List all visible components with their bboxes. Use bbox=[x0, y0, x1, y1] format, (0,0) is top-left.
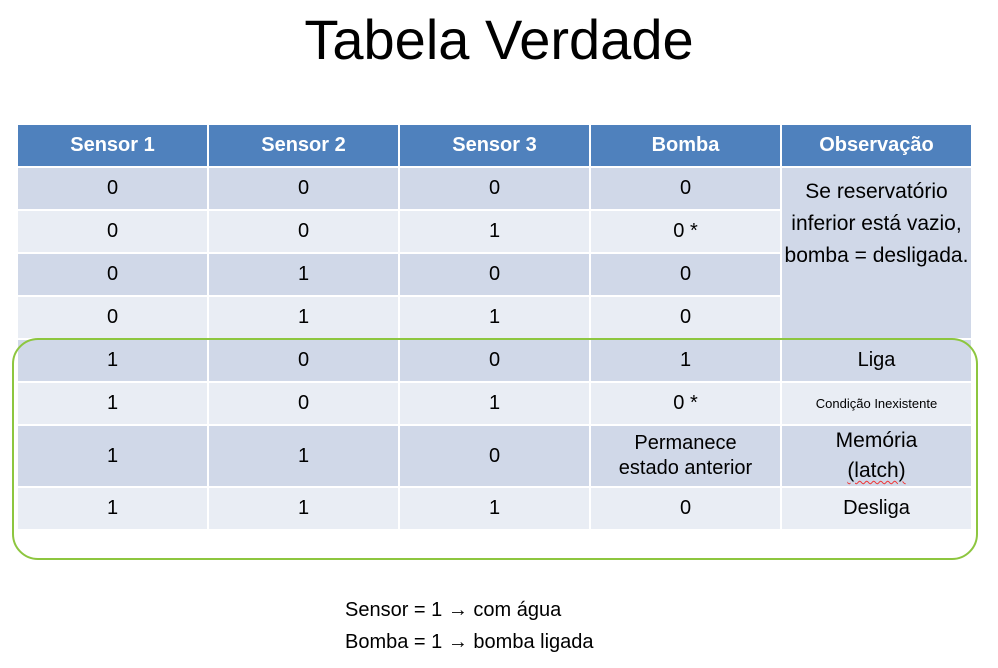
table-row: 0 0 1 0 * bbox=[18, 211, 971, 252]
arrow-right-icon: → bbox=[447, 599, 468, 621]
cell-bomba: 0 bbox=[591, 254, 780, 295]
cell-bomba: 0 * bbox=[591, 211, 780, 252]
header-sensor-1: Sensor 1 bbox=[18, 125, 207, 166]
legend-line-bomba: Bomba = 1 → bomba ligada bbox=[345, 626, 594, 658]
table-row: 0 1 0 0 bbox=[18, 254, 971, 295]
header-bomba: Bomba bbox=[591, 125, 780, 166]
cell-sensor-2: 1 bbox=[209, 488, 398, 529]
legend-sensor-label: Sensor = 1 bbox=[345, 599, 443, 621]
legend-bomba-meaning: bomba ligada bbox=[473, 631, 594, 653]
cell-sensor-1: 1 bbox=[18, 426, 207, 486]
cell-sensor-1: 0 bbox=[18, 297, 207, 338]
legend-bomba-label: Bomba = 1 bbox=[345, 631, 443, 653]
cell-bomba: 0 * bbox=[591, 383, 780, 424]
obs-line-2: (latch) bbox=[782, 456, 971, 486]
cell-bomba: Permanece estado anterior bbox=[591, 426, 780, 486]
header-observacao: Observação bbox=[782, 125, 971, 166]
cell-sensor-2: 0 bbox=[209, 211, 398, 252]
cell-sensor-3: 1 bbox=[400, 297, 589, 338]
legend: Sensor = 1 → com água Bomba = 1 → bomba … bbox=[345, 594, 594, 658]
page-title: Tabela Verdade bbox=[304, 8, 694, 71]
cell-sensor-1: 0 bbox=[18, 254, 207, 295]
table-row: 1 1 1 0 Desliga bbox=[18, 488, 971, 529]
cell-bomba: 1 bbox=[591, 340, 780, 381]
legend-line-sensor: Sensor = 1 → com água bbox=[345, 594, 594, 626]
table-row: 1 0 0 1 Liga bbox=[18, 340, 971, 381]
cell-sensor-3: 0 bbox=[400, 168, 589, 209]
header-sensor-3: Sensor 3 bbox=[400, 125, 589, 166]
table-header-row: Sensor 1 Sensor 2 Sensor 3 Bomba Observa… bbox=[18, 125, 971, 166]
cell-sensor-3: 1 bbox=[400, 383, 589, 424]
table-row: 0 1 1 0 bbox=[18, 297, 971, 338]
spellcheck-word: (latch) bbox=[847, 459, 906, 482]
cell-sensor-1: 1 bbox=[18, 488, 207, 529]
table-row: 0 0 0 0 Se reservatório inferior está va… bbox=[18, 168, 971, 338]
cell-sensor-3: 1 bbox=[400, 211, 589, 252]
bomba-line-1: Permanece bbox=[634, 432, 737, 454]
cell-observacao: Memória (latch) bbox=[782, 426, 971, 486]
cell-sensor-1: 0 bbox=[18, 168, 207, 209]
cell-sensor-2: 0 bbox=[209, 168, 398, 209]
cell-observacao-merged: Se reservatório inferior está vazio, bom… bbox=[782, 168, 971, 338]
cell-observacao: Desliga bbox=[782, 488, 971, 529]
cell-sensor-1: 1 bbox=[18, 383, 207, 424]
cell-sensor-2: 1 bbox=[209, 297, 398, 338]
cell-sensor-1: 0 bbox=[18, 211, 207, 252]
obs-line-1: Memória bbox=[835, 429, 918, 452]
cell-sensor-3: 0 bbox=[400, 340, 589, 381]
bomba-line-2: estado anterior bbox=[618, 457, 753, 479]
cell-sensor-2: 0 bbox=[209, 340, 398, 381]
cell-sensor-2: 1 bbox=[209, 254, 398, 295]
table-row: 1 0 1 0 * Condição Inexistente bbox=[18, 383, 971, 424]
table-row: 1 1 0 Permanece estado anterior Memória … bbox=[18, 426, 971, 486]
truth-table: Sensor 1 Sensor 2 Sensor 3 Bomba Observa… bbox=[16, 123, 973, 531]
legend-sensor-meaning: com água bbox=[473, 599, 562, 621]
header-sensor-2: Sensor 2 bbox=[209, 125, 398, 166]
cell-bomba: 0 bbox=[591, 168, 780, 209]
cell-sensor-2: 1 bbox=[209, 426, 398, 486]
cell-observacao: Liga bbox=[782, 340, 971, 381]
cell-sensor-3: 0 bbox=[400, 426, 589, 486]
arrow-right-icon: → bbox=[447, 631, 468, 653]
cell-observacao: Condição Inexistente bbox=[782, 383, 971, 424]
cell-sensor-1: 1 bbox=[18, 340, 207, 381]
cell-bomba: 0 bbox=[591, 488, 780, 529]
cell-sensor-3: 1 bbox=[400, 488, 589, 529]
cell-bomba: 0 bbox=[591, 297, 780, 338]
cell-sensor-2: 0 bbox=[209, 383, 398, 424]
cell-sensor-3: 0 bbox=[400, 254, 589, 295]
